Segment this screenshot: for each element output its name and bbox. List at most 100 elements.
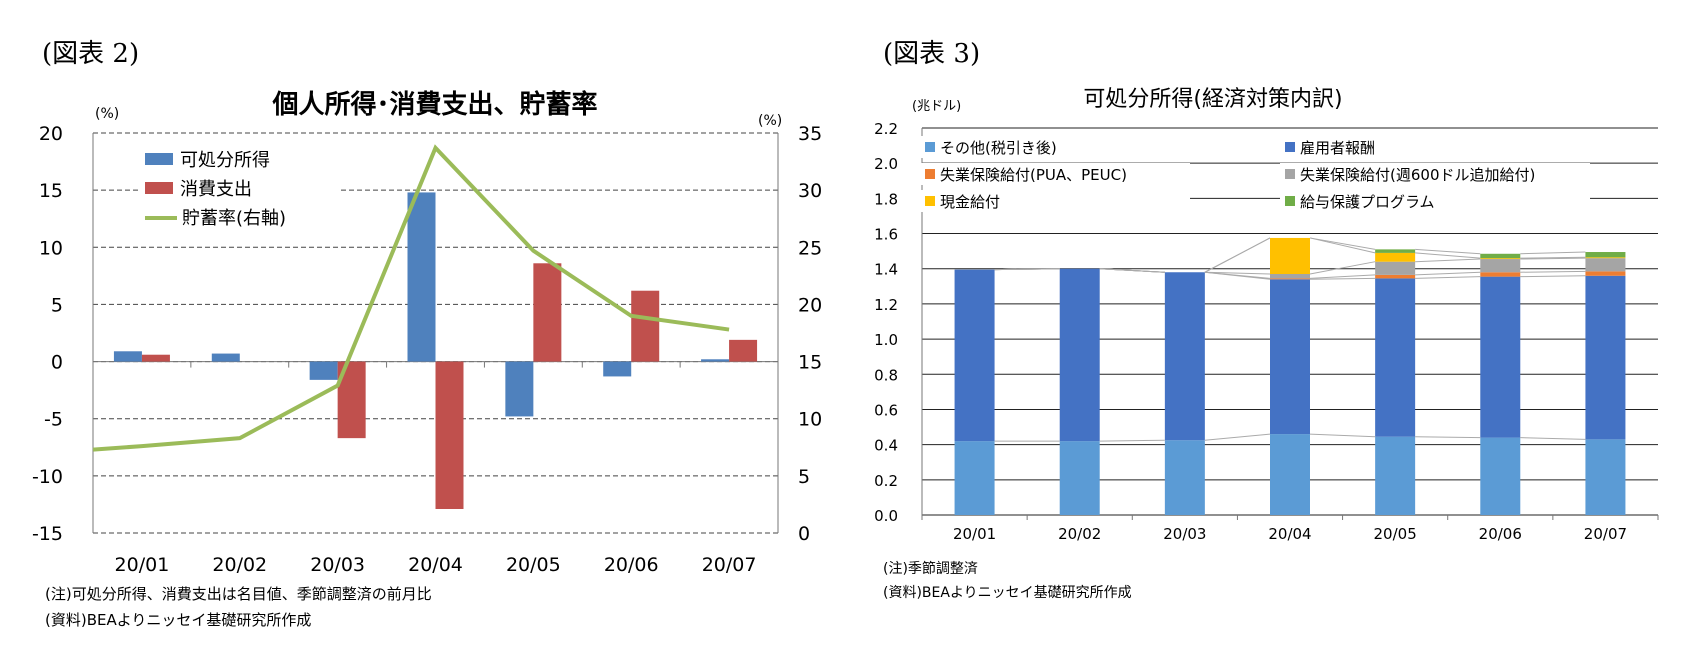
chart2-unit: (兆ドル)	[912, 99, 961, 114]
chart1-legend-label: 消費支出	[180, 179, 252, 200]
chart2-series-connector	[1520, 275, 1586, 278]
chart2-series-connector	[1415, 271, 1481, 276]
chart2-bar-employee-comp	[1480, 276, 1521, 438]
chart2-series-connector	[1520, 251, 1586, 255]
chart2-y-tick: 0.6	[874, 401, 898, 419]
chart2-series-connector	[1520, 437, 1586, 440]
chart2-bar-cash	[1585, 257, 1626, 259]
chart2-legend-bg	[920, 136, 1190, 158]
chart2-y-tick: 0.0	[874, 507, 898, 525]
chart2-series-connector	[1204, 271, 1271, 279]
chart2-y-tick: 1.2	[874, 296, 898, 314]
chart1-right-tick: 0	[798, 523, 810, 545]
chart2-bar-other	[1059, 441, 1100, 515]
chart2-legend-swatch	[925, 142, 935, 152]
chart2-legend-swatch	[1285, 169, 1295, 179]
chart2-bar-ppp	[1480, 253, 1521, 259]
chart2-legend-swatch	[925, 196, 935, 206]
chart2-series-connector	[1415, 276, 1481, 279]
chart2-bar-other	[1164, 440, 1205, 515]
chart2-bar-other	[954, 441, 995, 515]
chart1-left-tick: -15	[32, 523, 63, 545]
chart1-right-tick: 10	[798, 409, 822, 431]
chart2-series-connector	[1415, 252, 1481, 259]
chart1-left-tick: 5	[51, 294, 63, 316]
chart2-legend-swatch	[925, 169, 935, 179]
chart2-series-connector	[1099, 439, 1165, 442]
chart2-series-connector	[1520, 257, 1586, 260]
chart1-bar-disposable	[211, 353, 240, 362]
chart1-left-tick: 20	[39, 123, 63, 145]
chart2-bar-ui-pua-peuc	[1480, 272, 1521, 277]
chart1-bar-consumption	[729, 339, 758, 362]
chart1-category-label: 20/04	[408, 554, 463, 576]
chart2-series-connector	[1520, 270, 1586, 273]
chart2-y-tick: 0.2	[874, 472, 898, 490]
chart2-bar-ui-600	[1270, 274, 1310, 279]
chart2-series-connector	[1415, 258, 1481, 263]
chart1-bar-disposable	[407, 192, 436, 362]
chart2-category-label: 20/05	[1374, 525, 1417, 543]
chart1-category-label: 20/02	[212, 554, 267, 576]
chart1-legend-label: 可処分所得	[180, 150, 270, 171]
chart1-left-tick: 15	[39, 180, 63, 202]
chart1-bar-disposable	[309, 361, 338, 380]
chart1-right-unit: (%)	[758, 113, 782, 129]
chart1-legend-label: 貯蓄率(右軸)	[182, 208, 286, 229]
figure2-source: (資料)BEAよりニッセイ基礎研究所作成	[45, 611, 312, 629]
chart2-series-connector	[1204, 433, 1271, 441]
chart1-bar-consumption	[141, 354, 170, 362]
chart2-y-tick: 0.8	[874, 366, 898, 384]
chart2-y-tick: 1.4	[874, 261, 898, 279]
chart2-legend-label: その他(税引き後)	[940, 139, 1057, 157]
chart2-category-label: 20/04	[1268, 525, 1311, 543]
chart1-right-tick: 20	[798, 294, 822, 316]
chart2-bar-employee-comp	[1375, 278, 1416, 437]
chart2-category-label: 20/03	[1163, 525, 1206, 543]
chart1-category-label: 20/05	[506, 554, 561, 576]
chart1-left-tick: 0	[51, 352, 63, 374]
chart2-bar-employee-comp	[1270, 279, 1310, 435]
chart1-category-label: 20/07	[702, 554, 757, 576]
figure2-note: (注)可処分所得、消費支出は名目値、季節調整済の前月比	[45, 585, 432, 603]
chart2-bar-ppp	[1585, 252, 1626, 258]
chart2-category-label: 20/07	[1584, 525, 1627, 543]
chart1-bar-disposable	[113, 351, 142, 362]
chart1-bar-disposable	[603, 361, 632, 377]
chart2-series-connector	[1204, 271, 1271, 275]
chart1-left-tick: 10	[39, 237, 63, 259]
chart2-bar-employee-comp	[1164, 272, 1205, 441]
chart2-legend-swatch	[1285, 142, 1295, 152]
figure3-source: (資料)BEAよりニッセイ基礎研究所作成	[883, 585, 1132, 601]
chart2-series-connector	[1204, 237, 1271, 273]
chart2-category-label: 20/02	[1058, 525, 1101, 543]
chart2-y-tick: 1.0	[874, 331, 898, 349]
chart2-legend-label: 現金給付	[940, 193, 1000, 211]
chart2-legend-label: 失業保険給付(週600ドル追加給付)	[1300, 166, 1535, 184]
chart2-bar-cash	[1375, 252, 1416, 262]
chart2-y-tick: 1.6	[874, 226, 898, 244]
chart1-bar-disposable	[505, 361, 534, 417]
chart2-legend-bg	[1280, 190, 1590, 212]
chart2-series-connector	[1520, 256, 1586, 259]
chart2-bar-other	[1480, 437, 1521, 515]
figure3-note: (注)季節調整済	[883, 561, 978, 577]
chart-income-consumption-saving: 個人所得･消費支出、貯蓄率 (%) (%) -15 -10 -5 0 5 10 15 20 0 5 10 1…	[32, 89, 822, 576]
chart1-right-tick: 15	[798, 352, 822, 374]
chart-disposable-income-breakdown: 可処分所得(経済対策内訳) (兆ドル) 0.0 0.2 0.4 0.6 0.8 1.0 1.2 1…	[874, 87, 1659, 543]
chart2-bar-other	[1375, 436, 1416, 515]
chart2-legend-bg	[920, 163, 1190, 185]
chart2-bar-employee-comp	[1585, 275, 1626, 440]
chart2-bar-ui-600	[1480, 259, 1521, 273]
chart1-right-tick: 5	[798, 466, 810, 488]
chart2-y-tick: 1.8	[874, 190, 898, 208]
chart2-series-connector	[1309, 261, 1376, 275]
chart1-right-tick: 25	[798, 237, 822, 259]
chart2-legend-label: 失業保険給付(PUA、PEUC)	[940, 166, 1127, 184]
chart2-bar-other	[1270, 434, 1310, 515]
chart2-series-connector	[1309, 433, 1376, 438]
chart2-series-connector	[994, 268, 1060, 271]
chart2-y-tick: 2.0	[874, 155, 898, 173]
figure2-label: (図表 2)	[42, 39, 140, 69]
figure3-label: (図表 3)	[883, 39, 981, 69]
